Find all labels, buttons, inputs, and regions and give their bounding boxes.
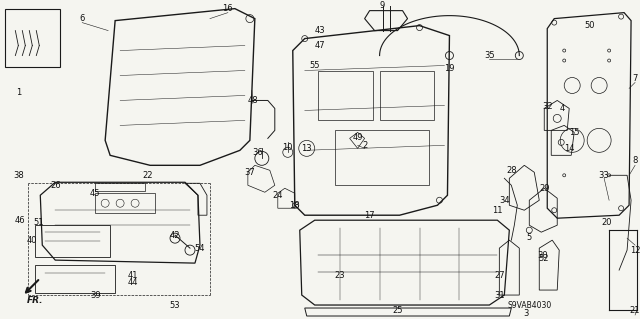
- Text: 35: 35: [484, 51, 495, 60]
- Text: 20: 20: [602, 218, 612, 227]
- Text: 40: 40: [27, 236, 38, 245]
- Text: 38: 38: [13, 171, 24, 180]
- Text: 45: 45: [90, 189, 100, 198]
- Text: 55: 55: [310, 61, 320, 70]
- Text: 15: 15: [569, 128, 579, 137]
- Text: 3: 3: [524, 308, 529, 317]
- Text: 46: 46: [15, 216, 26, 225]
- Text: 22: 22: [143, 171, 154, 180]
- Text: 5: 5: [527, 233, 532, 242]
- Text: 25: 25: [392, 306, 403, 315]
- Text: 23: 23: [334, 271, 345, 279]
- Text: 7: 7: [632, 74, 637, 83]
- Text: 4: 4: [559, 104, 565, 113]
- Text: 21: 21: [630, 306, 640, 315]
- Text: 52: 52: [538, 254, 548, 263]
- Text: 11: 11: [492, 206, 502, 215]
- Text: 17: 17: [364, 211, 375, 220]
- Text: 16: 16: [223, 4, 233, 13]
- Text: 12: 12: [630, 246, 640, 255]
- Text: 31: 31: [494, 291, 505, 300]
- Text: 42: 42: [170, 231, 180, 240]
- Text: 6: 6: [79, 14, 85, 23]
- Text: 19: 19: [444, 64, 454, 73]
- Bar: [35, 225, 110, 257]
- Bar: [5, 9, 60, 67]
- Text: 1: 1: [16, 88, 21, 97]
- Text: 44: 44: [128, 278, 138, 286]
- Text: 18: 18: [289, 201, 300, 210]
- Text: 27: 27: [494, 271, 505, 279]
- Text: 14: 14: [564, 144, 575, 153]
- Text: 47: 47: [314, 41, 325, 50]
- Text: FR.: FR.: [27, 295, 44, 305]
- Text: 10: 10: [282, 143, 293, 152]
- Text: 30: 30: [537, 251, 548, 260]
- Text: 50: 50: [584, 21, 595, 30]
- Text: 32: 32: [542, 102, 552, 111]
- Text: 34: 34: [499, 196, 509, 205]
- Bar: [95, 183, 145, 191]
- Text: 13: 13: [301, 144, 312, 153]
- Text: 48: 48: [248, 96, 258, 105]
- Text: 37: 37: [244, 168, 255, 177]
- Text: 43: 43: [314, 26, 325, 35]
- Text: 51: 51: [33, 218, 44, 227]
- Text: 36: 36: [252, 148, 263, 157]
- Text: 26: 26: [50, 181, 61, 190]
- Bar: [317, 70, 372, 120]
- Text: 29: 29: [539, 184, 550, 193]
- Text: 33: 33: [599, 171, 609, 180]
- Bar: [335, 130, 429, 185]
- Text: 39: 39: [90, 291, 100, 300]
- Text: 28: 28: [506, 166, 516, 175]
- Text: 49: 49: [353, 133, 363, 142]
- Text: 53: 53: [170, 300, 180, 309]
- Text: 9: 9: [380, 1, 385, 10]
- Text: 8: 8: [632, 156, 637, 165]
- Text: 54: 54: [195, 244, 205, 253]
- Text: S9VAB4030: S9VAB4030: [507, 300, 552, 309]
- Text: 24: 24: [273, 191, 283, 200]
- Bar: [380, 70, 435, 120]
- Bar: [35, 265, 115, 293]
- Text: 2: 2: [362, 141, 367, 150]
- Bar: [95, 193, 155, 213]
- Text: 41: 41: [128, 271, 138, 279]
